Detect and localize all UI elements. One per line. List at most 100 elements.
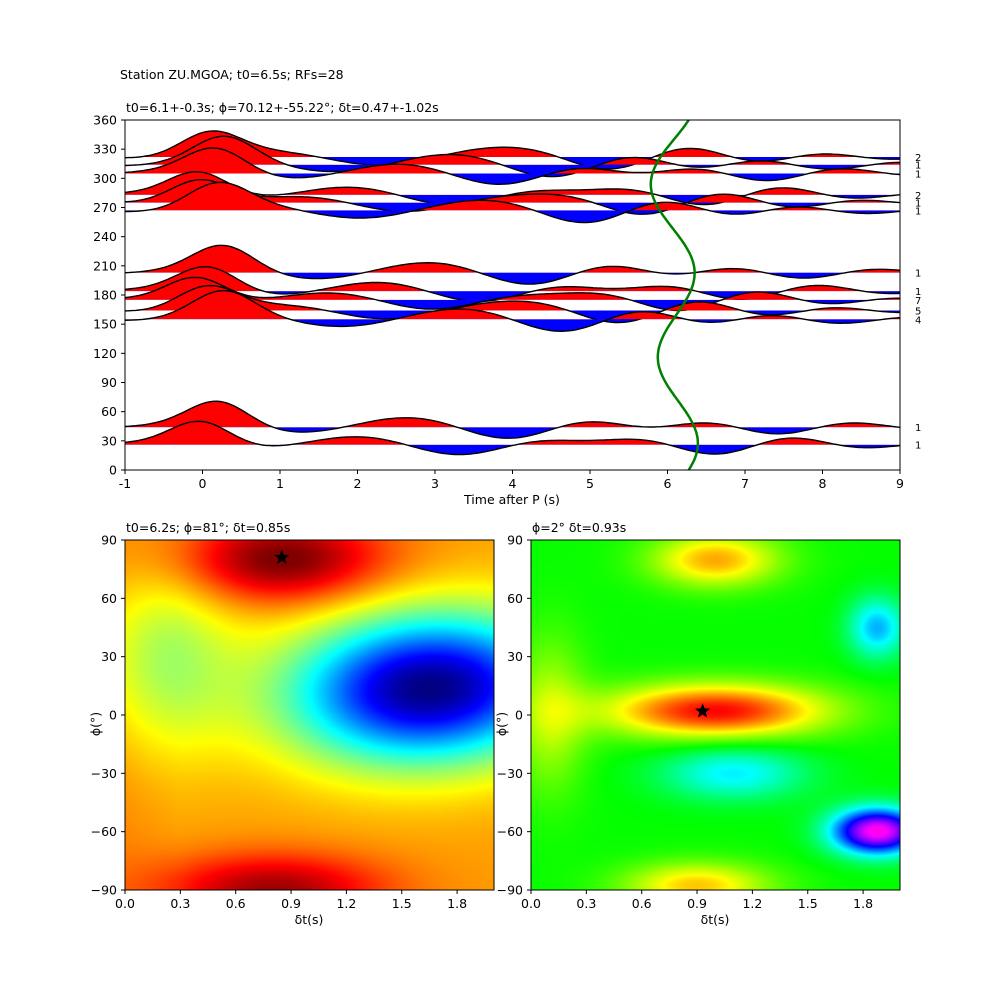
rf-positive-fill	[125, 277, 900, 300]
rf-trace-line	[125, 420, 900, 456]
rf-positive-fill	[132, 285, 874, 311]
rf-y-tick-label: 30	[101, 433, 117, 448]
correlation-x-axis-label: δt(s)	[701, 912, 730, 927]
heat-y-tick-label: 60	[507, 591, 523, 606]
correlation-y-ticks: −90 −60 −30 0 30 60 90	[497, 533, 531, 898]
rf-negative-fill	[125, 319, 900, 332]
heat-y-tick-label: 30	[101, 649, 117, 664]
correlation-y-axis-label: ϕ(°)	[494, 712, 509, 736]
rf-trace-line	[125, 400, 900, 439]
rf-y-tick-label: 90	[101, 375, 117, 390]
heat-x-tick-label: 0.3	[576, 896, 596, 911]
heat-x-tick-label: 0.9	[687, 896, 707, 911]
energy-x-ticks: 0.0 0.3 0.6 0.9 1.2 1.5 1.8	[115, 890, 467, 911]
rf-negative-fill	[265, 194, 900, 205]
rf-y-tick-label: 270	[93, 200, 117, 215]
figure-suptitle: Station ZU.MGOA; t0=6.5s; RFs=28	[120, 67, 344, 82]
rf-traces	[125, 120, 900, 470]
rf-x-ticks: -1 0 1 2 3 4 5 6 7 8 9	[119, 470, 904, 491]
heat-x-tick-label: 1.2	[742, 896, 762, 911]
rf-panel-title: t0=6.1+-0.3s; ϕ=70.12+-55.22°; δt=0.47+-…	[126, 100, 439, 115]
rf-positive-fill	[143, 290, 900, 320]
rf-trace-count: 1	[915, 441, 921, 452]
rf-trace-line	[125, 244, 900, 285]
energy-map-title: t0=6.2s; ϕ=81°; δt=0.85s	[126, 520, 290, 535]
rf-x-tick-label: 7	[741, 476, 749, 491]
rf-trace-count: 1	[915, 169, 921, 180]
heat-x-tick-label: 0.3	[170, 896, 190, 911]
heat-y-tick-label: −60	[91, 824, 117, 839]
rf-x-axis-label: Time after P (s)	[463, 492, 560, 507]
rf-negative-fill	[270, 173, 900, 185]
rf-y-tick-label: 0	[109, 463, 117, 478]
heat-y-tick-label: −30	[497, 766, 523, 781]
rf-trace-count: 5	[915, 307, 921, 318]
heat-y-tick-label: 30	[507, 649, 523, 664]
energy-y-axis-label: ϕ(°)	[88, 712, 103, 736]
rf-trace-count: 1	[915, 269, 921, 280]
heat-y-tick-label: 0	[109, 708, 117, 723]
rf-y-tick-label: 330	[93, 142, 117, 157]
rf-negative-fill	[261, 444, 900, 455]
rf-x-tick-label: 2	[354, 476, 362, 491]
rf-trace-count: 2	[915, 153, 921, 164]
heat-x-tick-label: 1.2	[336, 896, 356, 911]
rf-trace-count: 7	[915, 296, 921, 307]
rf-trace-line	[125, 181, 900, 224]
heat-x-tick-label: 1.8	[447, 896, 467, 911]
energy-map-panel: t0=6.2s; ϕ=81°; δt=0.85s 0.0 0.3 0.6 0.9 1.2…	[88, 520, 495, 927]
rf-trace-line	[125, 135, 900, 178]
rf-positive-fill	[145, 182, 834, 211]
rf-negative-fill	[125, 272, 900, 285]
energy-y-ticks: −90 −60 −30 0 30 60 90	[91, 533, 125, 898]
energy-best-star-icon	[274, 549, 290, 564]
heat-x-tick-label: 0.0	[521, 896, 541, 911]
rf-y-ticks: 0 30 60 90 120 150 180 210 240 270 300 330 360	[93, 113, 125, 478]
rf-trace-line	[125, 130, 900, 170]
heat-x-tick-label: 0.9	[281, 896, 301, 911]
rf-trace-count: 1	[915, 287, 921, 298]
rf-trace-count: 1	[915, 206, 921, 217]
heat-x-tick-label: 1.8	[853, 896, 873, 911]
rf-y-tick-label: 60	[101, 404, 117, 419]
rf-trace-line	[125, 171, 900, 206]
heat-x-tick-label: 0.6	[226, 896, 246, 911]
rf-trace-panel: t0=6.1+-0.3s; ϕ=70.12+-55.22°; δt=0.47+-…	[93, 100, 921, 507]
heat-x-tick-label: 1.5	[392, 896, 412, 911]
star-marker	[695, 703, 711, 718]
heat-y-tick-label: −60	[497, 824, 523, 839]
heat-y-tick-label: 0	[515, 708, 523, 723]
rf-y-tick-label: 150	[93, 317, 117, 332]
rf-x-tick-label: 4	[509, 476, 517, 491]
correlation-map-panel: ϕ=2° δt=0.93s 0.0 0.3 0.6 0.9 1.2 1.5 1.8 −90 −…	[494, 520, 901, 927]
rf-trace-line	[125, 276, 900, 312]
heat-y-tick-label: −90	[497, 883, 523, 898]
energy-x-axis-label: δt(s)	[295, 912, 324, 927]
rf-y-tick-label: 120	[93, 346, 117, 361]
correlation-map-title: ϕ=2° δt=0.93s	[532, 520, 626, 535]
rf-y-tick-label: 240	[93, 229, 117, 244]
rf-x-tick-label: 6	[664, 476, 672, 491]
rf-x-tick-label: 1	[276, 476, 284, 491]
rf-trace-line	[125, 289, 900, 333]
energy-heatmap	[125, 540, 494, 890]
correlation-x-ticks: 0.0 0.3 0.6 0.9 1.2 1.5 1.8	[521, 890, 873, 911]
rf-x-tick-label: 3	[431, 476, 439, 491]
heat-y-tick-label: −90	[91, 883, 117, 898]
heat-x-tick-label: 0.6	[632, 896, 652, 911]
rf-trace-line	[125, 284, 900, 324]
rf-y-tick-label: 210	[93, 258, 117, 273]
rf-y-tick-label: 360	[93, 113, 117, 128]
rf-x-tick-label: -1	[119, 476, 131, 491]
rf-trace-count: 4	[915, 315, 921, 326]
heat-y-tick-label: −30	[91, 766, 117, 781]
heat-x-tick-label: 1.5	[798, 896, 818, 911]
rf-negative-fill	[376, 299, 874, 311]
rf-y-tick-label: 180	[93, 288, 117, 303]
rf-trace-count: 2	[915, 191, 921, 202]
correlation-heatmap	[531, 540, 900, 890]
correlation-best-star-icon	[695, 703, 711, 718]
rf-y-tick-label: 300	[93, 171, 117, 186]
